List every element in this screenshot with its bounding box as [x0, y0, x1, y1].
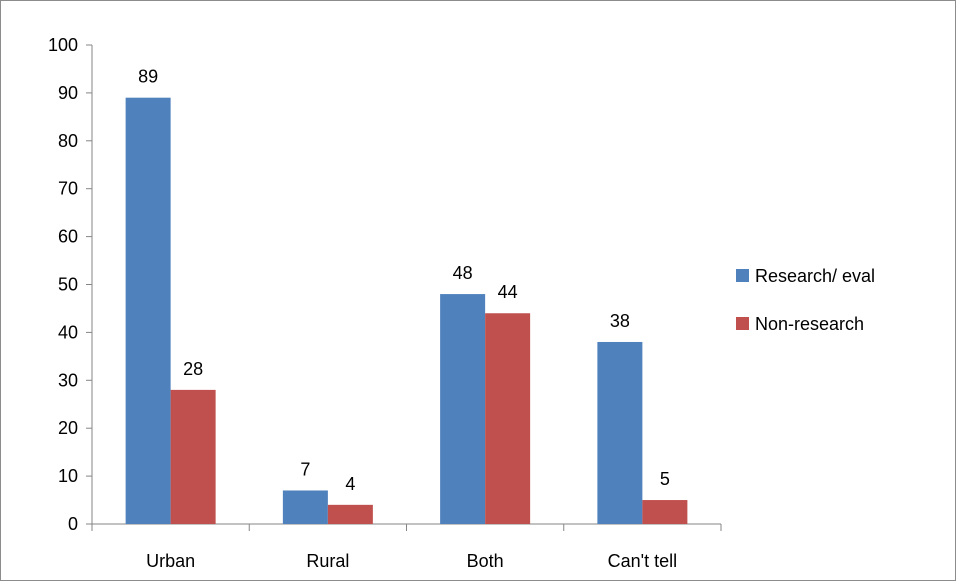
- legend-swatch: [736, 269, 749, 282]
- data-label: 4: [345, 474, 355, 494]
- legend-label: Research/ eval: [755, 266, 875, 286]
- legend-label: Non-research: [755, 314, 864, 334]
- data-label: 44: [498, 282, 518, 302]
- y-tick-label: 60: [58, 227, 78, 247]
- legend-swatch: [736, 317, 749, 330]
- x-tick-label: Urban: [146, 551, 195, 571]
- y-tick-label: 80: [58, 131, 78, 151]
- y-tick-label: 100: [48, 35, 78, 55]
- bar: [642, 500, 688, 524]
- y-tick-label: 30: [58, 370, 78, 390]
- y-axis: 0 10 20 30 40 50 60 70 80 90 100: [48, 35, 93, 534]
- data-label: 28: [183, 359, 203, 379]
- legend: Research/ eval Non-research: [736, 266, 875, 334]
- data-label: 48: [453, 263, 473, 283]
- x-tick-label: Both: [467, 551, 504, 571]
- y-tick-label: 70: [58, 179, 78, 199]
- data-label: 38: [610, 311, 630, 331]
- y-tick-label: 0: [68, 514, 78, 534]
- x-tick-label: Can't tell: [608, 551, 677, 571]
- bar: [282, 490, 328, 524]
- bar: [327, 504, 373, 524]
- x-axis: Urban Rural Both Can't tell: [91, 523, 722, 571]
- y-tick-label: 90: [58, 83, 78, 103]
- bar: [440, 294, 486, 524]
- data-label: 5: [660, 469, 670, 489]
- x-tick-label: Rural: [306, 551, 349, 571]
- y-tick-label: 20: [58, 418, 78, 438]
- data-label: 7: [300, 459, 310, 479]
- bar: [597, 341, 643, 524]
- data-label: 89: [138, 67, 158, 87]
- bar: [170, 389, 216, 524]
- y-tick-label: 40: [58, 322, 78, 342]
- y-tick-label: 50: [58, 275, 78, 295]
- bar: [485, 313, 531, 524]
- bar: [125, 97, 171, 524]
- bars: [125, 97, 688, 524]
- data-labels: 89 28 7 4 48 44 38 5: [138, 67, 670, 494]
- y-tick-label: 10: [58, 466, 78, 486]
